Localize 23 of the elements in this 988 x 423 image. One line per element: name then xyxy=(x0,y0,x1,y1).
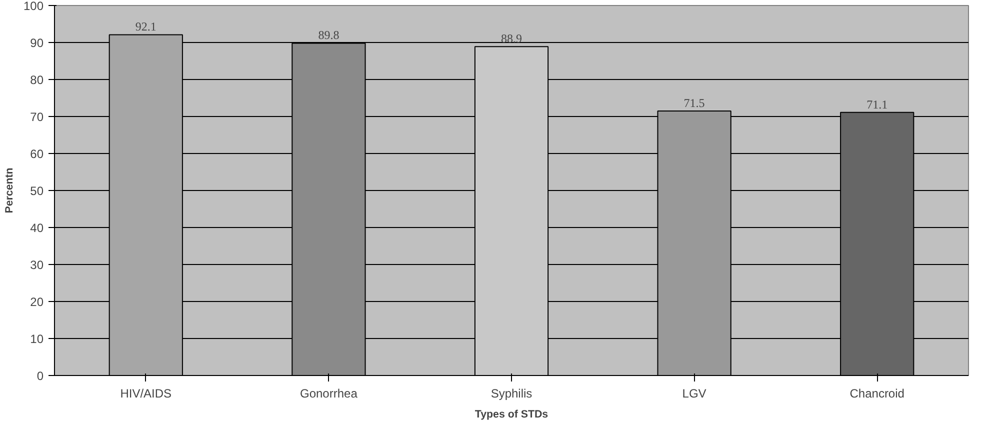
y-tick-label: 70 xyxy=(30,110,44,124)
y-tick-label: 90 xyxy=(30,36,44,50)
y-axis-title: Percentn xyxy=(3,168,16,214)
y-tick-label: 20 xyxy=(30,295,44,309)
x-tick-label: Gonorrhea xyxy=(300,386,358,400)
y-tick-label: 100 xyxy=(23,0,44,13)
x-tick-label: LGV xyxy=(682,386,706,400)
x-tick-label: Syphilis xyxy=(490,386,532,400)
data-label: 71.5 xyxy=(684,96,705,110)
y-tick-label: 80 xyxy=(30,73,44,87)
x-axis-title: Types of STDs xyxy=(474,408,548,420)
y-tick-label: 30 xyxy=(30,258,44,272)
y-tick-label: 50 xyxy=(30,184,44,198)
y-tick-label: 0 xyxy=(36,369,44,383)
y-tick-label: 10 xyxy=(30,332,44,346)
data-label: 71.1 xyxy=(866,97,888,112)
data-label: 88.9 xyxy=(501,32,522,46)
y-tick-label: 60 xyxy=(30,147,44,161)
data-label: 89.8 xyxy=(318,28,340,42)
y-tick-label: 40 xyxy=(30,221,44,235)
x-tick-label: HIV/AIDS xyxy=(120,386,172,400)
data-label: 92.1 xyxy=(135,20,156,34)
x-tick-label: Chancroid xyxy=(850,386,904,400)
